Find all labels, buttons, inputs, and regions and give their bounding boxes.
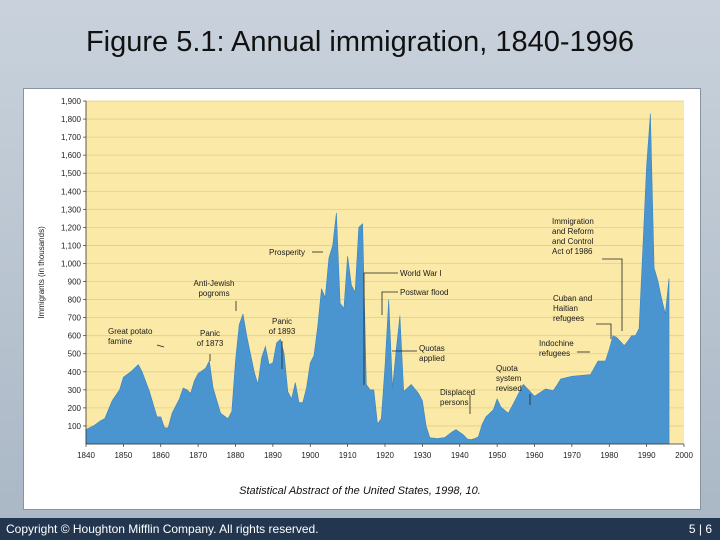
y-tick-label: 700 <box>68 314 82 323</box>
y-tick-label: 1,600 <box>61 151 82 160</box>
annotation-label: Panic of 1873 <box>197 329 224 348</box>
annotation-leader <box>156 344 165 348</box>
annotation-leader <box>602 258 623 331</box>
footer-bar: Copyright © Houghton Mifflin Company. Al… <box>0 518 720 540</box>
annotation-line: World War I <box>400 269 442 278</box>
annotation-label: World War I <box>400 269 442 278</box>
annotation-line: refugees <box>539 349 570 358</box>
x-tick-label: 1970 <box>563 451 581 460</box>
annotation-line: of 1893 <box>269 327 296 336</box>
annotation-label: Panic of 1893 <box>269 317 296 336</box>
x-tick-label: 1840 <box>77 451 95 460</box>
x-tick-label: 1990 <box>638 451 656 460</box>
chart-source: Statistical Abstract of the United State… <box>239 485 481 497</box>
annotation-line: Quota <box>496 364 518 373</box>
y-tick-label: 1,200 <box>61 223 82 232</box>
annotation-leader <box>596 323 612 339</box>
x-tick-label: 1870 <box>189 451 207 460</box>
annotation-line: Cuban and <box>553 294 592 303</box>
y-tick-label: 1,100 <box>61 241 82 250</box>
annotation-line: famine <box>108 337 133 346</box>
annotation-leader <box>381 291 398 315</box>
x-tick-label: 1910 <box>339 451 357 460</box>
annotation-line: applied <box>419 354 445 363</box>
x-tick-label: 1850 <box>114 451 132 460</box>
annotation-leader <box>363 272 398 385</box>
annotation-label: Quotas applied <box>419 344 445 363</box>
annotation-label: Indochine refugees <box>539 339 574 358</box>
x-tick-label: 1880 <box>227 451 245 460</box>
annotation-label: Prosperity <box>269 248 305 257</box>
x-tick-label: 1960 <box>526 451 544 460</box>
y-tick-label: 1,800 <box>61 115 82 124</box>
annotation-label: Great potato famine <box>108 327 153 346</box>
annotation-line: Act of 1986 <box>552 247 593 256</box>
annotation-line: system <box>496 374 522 383</box>
x-tick-label: 2000 <box>675 451 693 460</box>
x-tick-label: 1890 <box>264 451 282 460</box>
annotation-line: Panic <box>200 329 220 338</box>
annotation-line: and Reform <box>552 227 594 236</box>
annotation-label: Postwar flood <box>400 288 448 297</box>
annotation-label: Displaced persons <box>440 388 475 407</box>
y-tick-label: 100 <box>68 422 82 431</box>
annotation-label: Quota system revised <box>496 364 522 393</box>
y-tick-label: 1,500 <box>61 169 82 178</box>
annotation-line: Immigration <box>552 217 594 226</box>
y-tick-label: 800 <box>68 296 82 305</box>
y-tick-label: 1,900 <box>61 97 82 106</box>
annotation-line: revised <box>496 384 522 393</box>
y-tick-label: 900 <box>68 278 82 287</box>
annotation-line: of 1873 <box>197 339 224 348</box>
y-tick-label: 1,400 <box>61 187 82 196</box>
annotation-line: Prosperity <box>269 248 305 257</box>
chart-frame: 100 200 300 400 500 600 700 800 900 1,000 1,100 1,2… <box>23 88 701 510</box>
y-tick-label: 1,300 <box>61 205 82 214</box>
y-tick-label: 1,700 <box>61 133 82 142</box>
annotation-label: Anti-Jewish pogroms <box>194 279 235 298</box>
page-number: 5 | 6 <box>688 522 712 536</box>
x-tick-label: 1940 <box>451 451 469 460</box>
y-tick-label: 200 <box>68 404 82 413</box>
y-axis-label: Immigrants (in thousands) <box>37 226 46 319</box>
annotation-line: Haitian <box>553 304 578 313</box>
x-tick-label: 1920 <box>376 451 394 460</box>
y-tick-label: 1,000 <box>61 259 82 268</box>
annotation-line: refugees <box>553 314 584 323</box>
annotation-line: Great potato <box>108 327 153 336</box>
x-tick-label: 1900 <box>301 451 319 460</box>
annotation-line: Panic <box>272 317 292 326</box>
slide-title: Figure 5.1: Annual immigration, 1840-199… <box>85 26 635 58</box>
annotation-line: Indochine <box>539 339 574 348</box>
y-tick-label: 400 <box>68 368 82 377</box>
annotation-line: persons <box>440 398 468 407</box>
y-tick-label: 300 <box>68 386 82 395</box>
annotation-line: Displaced <box>440 388 475 397</box>
x-tick-label: 1980 <box>600 451 618 460</box>
y-tick-label: 600 <box>68 332 82 341</box>
annotation-line: and Control <box>552 237 594 246</box>
x-tick-label: 1930 <box>413 451 431 460</box>
annotation-line: Anti-Jewish <box>194 279 235 288</box>
y-tick-label: 500 <box>68 350 82 359</box>
annotation-line: Postwar flood <box>400 288 448 297</box>
x-tick-label: 1950 <box>488 451 506 460</box>
x-tick-label: 1860 <box>152 451 170 460</box>
annotation-label: Cuban and Haitian refugees <box>553 294 592 323</box>
annotation-line: Quotas <box>419 344 445 353</box>
copyright-text: Copyright © Houghton Mifflin Company. Al… <box>6 522 319 536</box>
annotation-line: pogroms <box>198 289 229 298</box>
immigration-area <box>85 113 670 445</box>
annotation-label: Immigration and Reform and Control Act of 1… <box>552 217 594 256</box>
immigration-area-chart: 100 200 300 400 500 600 700 800 900 1,000 1,100 1,2… <box>37 97 693 460</box>
